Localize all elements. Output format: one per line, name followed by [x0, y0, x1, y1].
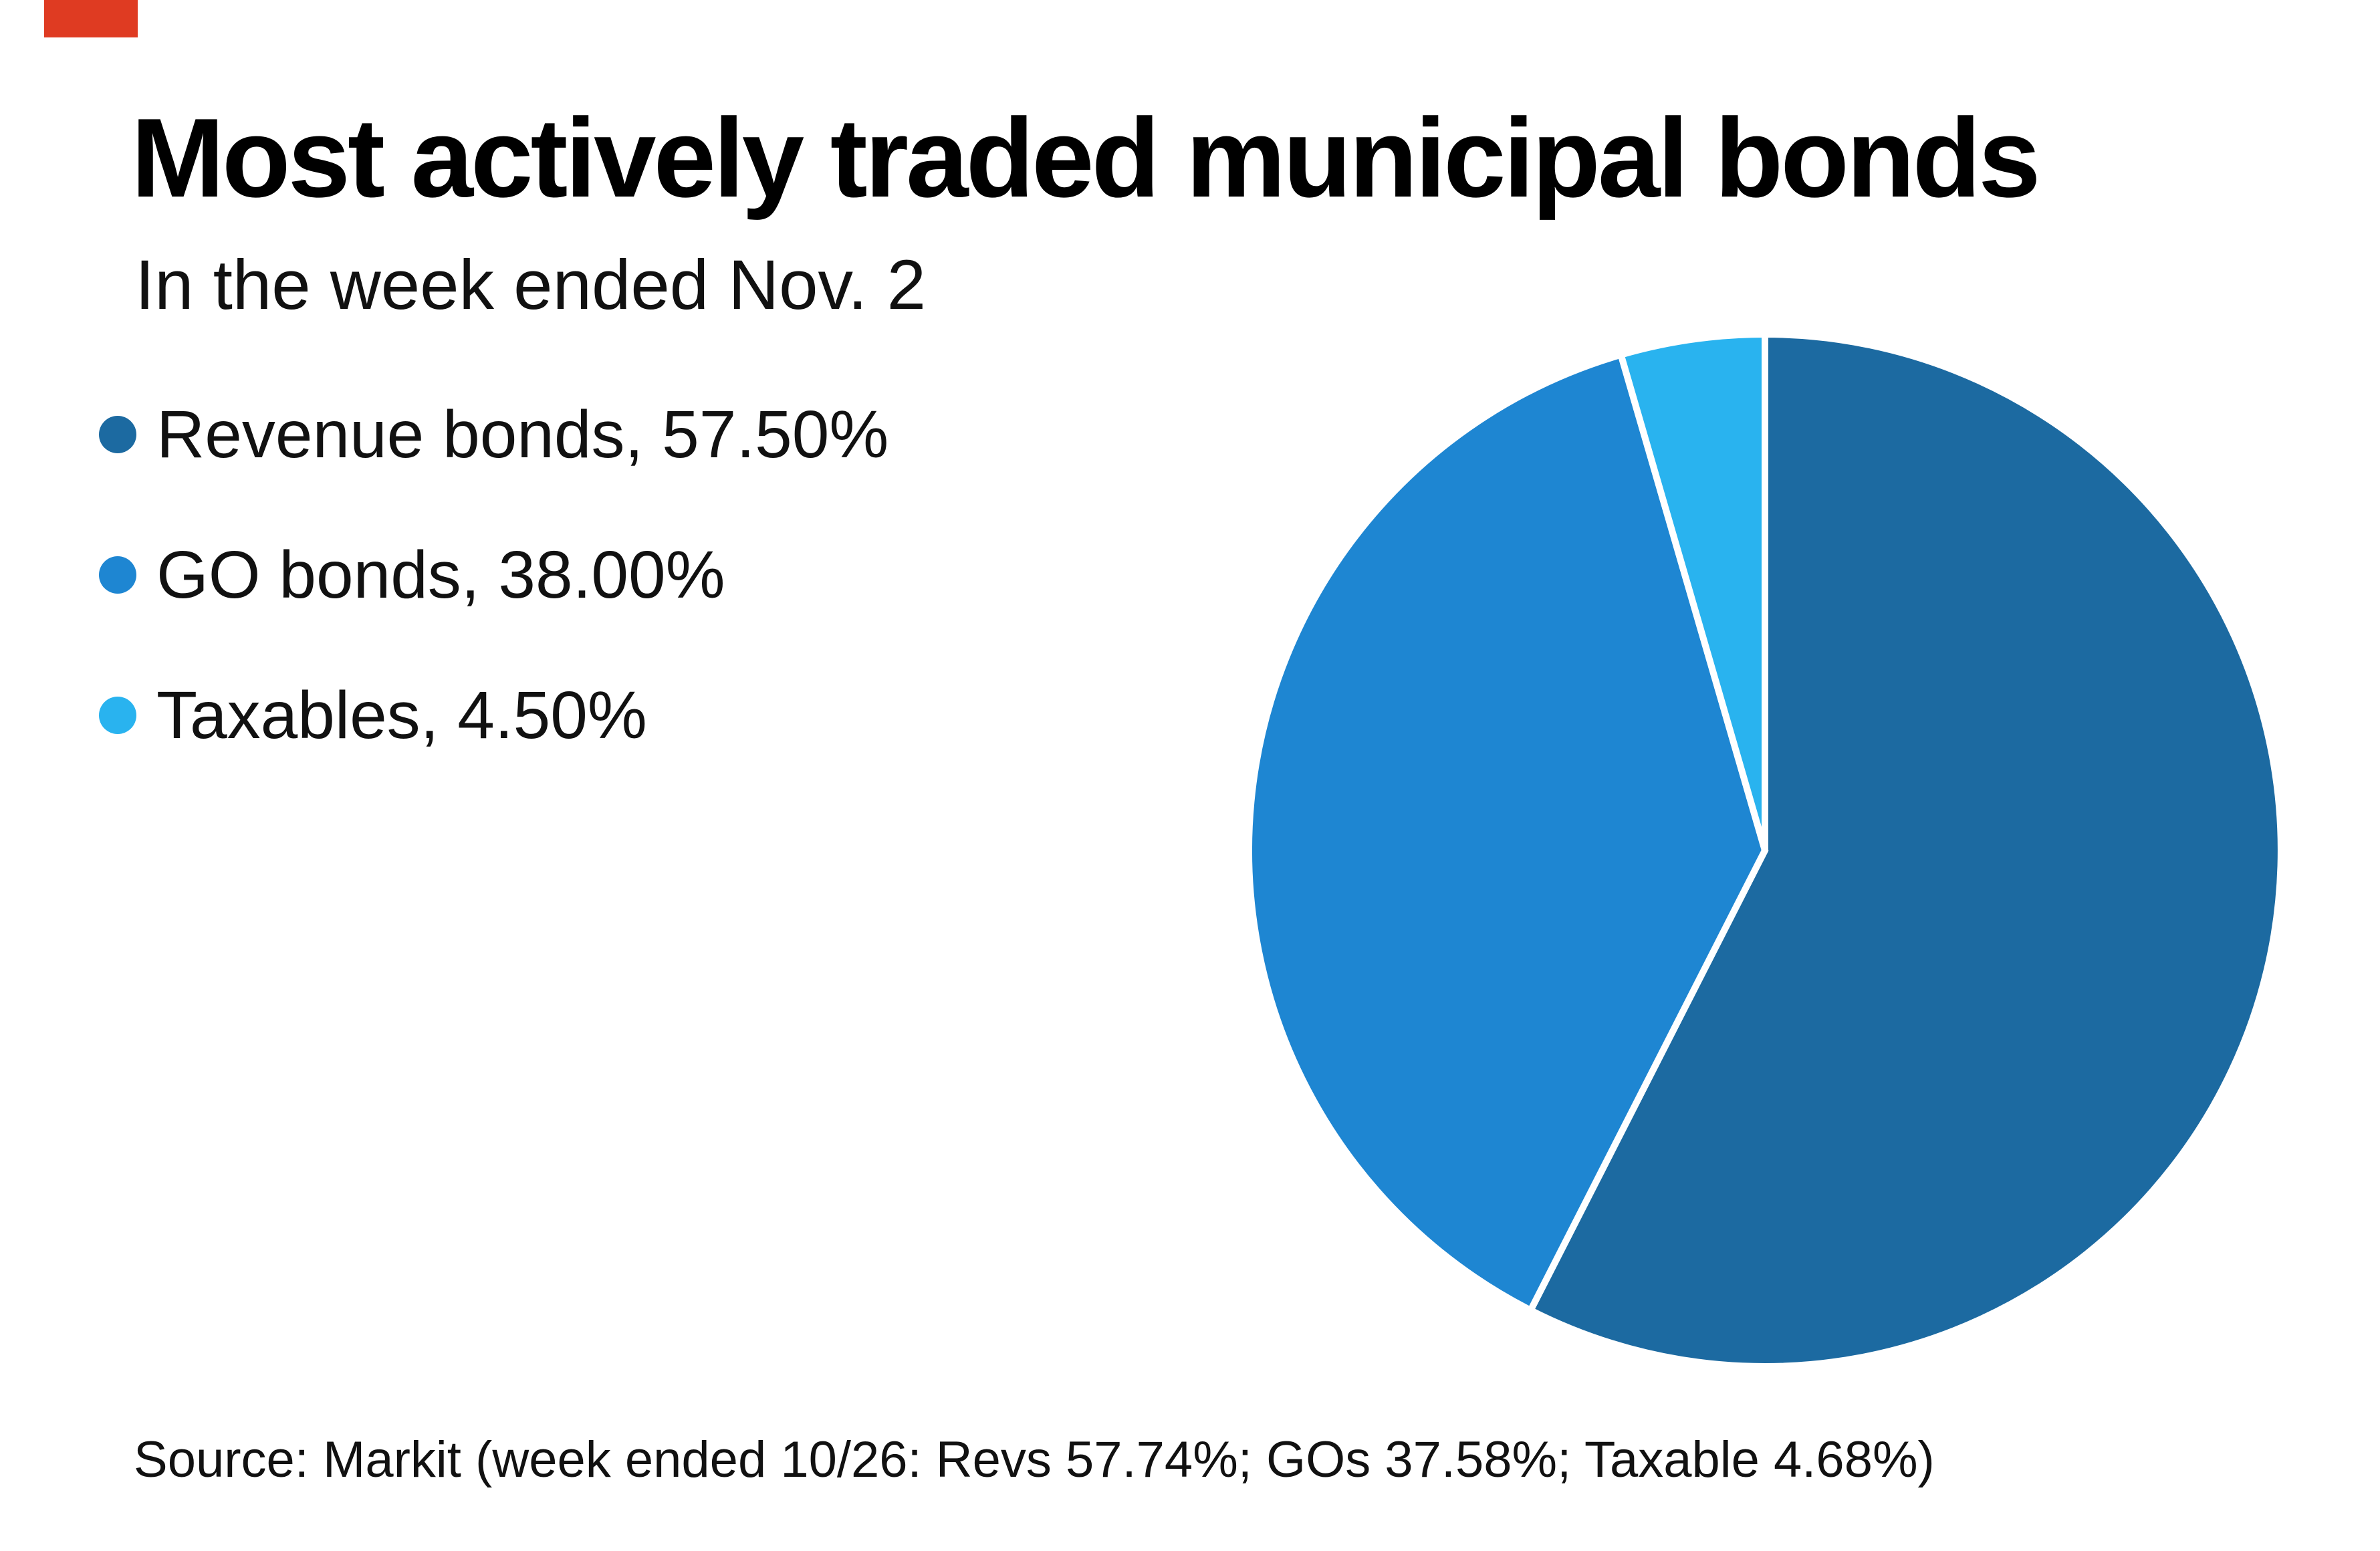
- legend-dot-revenue-bonds-icon: [99, 416, 136, 453]
- legend-label-taxables: Taxables, 4.50%: [156, 678, 647, 753]
- brand-accent-mark: [44, 0, 138, 37]
- pie-slice-go-bonds: [1245, 350, 1769, 1315]
- source-note: Source: Markit (week ended 10/26: Revs 5…: [134, 1431, 1935, 1488]
- pie-slice-taxables: [1617, 330, 1768, 852]
- chart-title: Most actively traded municipal bonds: [131, 95, 2041, 221]
- pie-legend: Revenue bonds, 57.50% GO bonds, 38.00% T…: [0, 0, 1203, 802]
- pie-slice-revenue-bonds: [1526, 330, 2284, 1370]
- chart-subtitle: In the week ended Nov. 2: [135, 246, 926, 324]
- legend-item-taxables: Taxables, 4.50%: [99, 682, 647, 749]
- legend-item-revenue-bonds: Revenue bonds, 57.50%: [99, 401, 888, 468]
- legend-dot-go-bonds-icon: [99, 556, 136, 594]
- legend-label-go-bonds: GO bonds, 38.00%: [156, 538, 725, 612]
- legend-label-revenue-bonds: Revenue bonds, 57.50%: [156, 397, 889, 472]
- legend-dot-taxables-icon: [99, 697, 136, 734]
- legend-item-go-bonds: GO bonds, 38.00%: [99, 542, 725, 608]
